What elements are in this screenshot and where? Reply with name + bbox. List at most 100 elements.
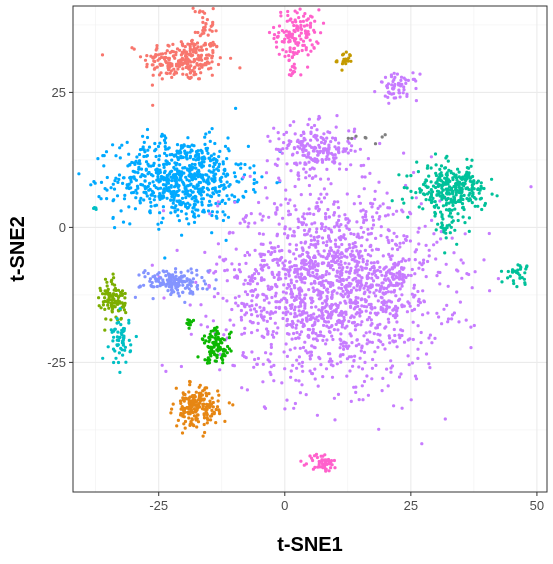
scatter-point — [387, 305, 391, 309]
scatter-point — [360, 175, 364, 179]
scatter-point — [206, 418, 210, 422]
scatter-point — [287, 209, 291, 213]
scatter-point — [244, 215, 248, 219]
scatter-point — [149, 173, 153, 177]
scatter-point — [316, 41, 320, 45]
scatter-point — [237, 294, 241, 298]
scatter-point — [341, 53, 345, 57]
scatter-point — [419, 330, 423, 335]
scatter-point — [96, 157, 100, 161]
scatter-point — [441, 194, 445, 198]
scatter-point — [320, 301, 325, 305]
scatter-point — [329, 466, 333, 470]
scatter-point — [313, 221, 317, 225]
scatter-point — [457, 170, 461, 174]
scatter-point — [416, 324, 420, 328]
scatter-point — [176, 193, 180, 198]
scatter-point — [216, 291, 220, 296]
scatter-point — [164, 136, 168, 140]
scatter-point — [317, 281, 321, 286]
scatter-point — [370, 285, 374, 289]
scatter-point — [302, 322, 306, 326]
scatter-point — [400, 293, 404, 297]
scatter-point — [191, 157, 196, 161]
scatter-point — [447, 214, 451, 218]
scatter-point — [250, 350, 254, 354]
scatter-point — [315, 201, 319, 205]
scatter-point — [252, 272, 256, 276]
scatter-point — [188, 164, 192, 168]
scatter-point — [307, 117, 311, 121]
scatter-point — [364, 215, 368, 219]
scatter-point — [203, 142, 207, 146]
scatter-point — [408, 239, 412, 243]
scatter-point — [309, 317, 313, 321]
scatter-point — [204, 22, 208, 26]
scatter-point — [285, 398, 289, 402]
scatter-point — [379, 234, 383, 238]
scatter-point — [322, 285, 326, 290]
scatter-point — [438, 167, 442, 171]
scatter-point — [204, 47, 209, 51]
scatter-point — [384, 273, 388, 277]
scatter-point — [234, 106, 238, 110]
scatter-point — [295, 358, 299, 362]
scatter-point — [299, 272, 303, 276]
scatter-point — [488, 289, 492, 293]
scatter-point — [315, 288, 319, 292]
scatter-point — [372, 291, 376, 295]
scatter-point — [339, 260, 343, 264]
scatter-point — [365, 259, 369, 263]
scatter-point — [221, 210, 225, 214]
scatter-point — [130, 191, 134, 195]
scatter-point — [160, 132, 164, 136]
scatter-point — [337, 245, 341, 249]
scatter-point — [464, 318, 468, 322]
scatter-point — [389, 257, 393, 261]
scatter-point — [179, 174, 183, 178]
scatter-point — [301, 215, 305, 219]
scatter-point — [378, 288, 382, 292]
scatter-point — [141, 145, 145, 149]
scatter-point — [450, 208, 454, 212]
scatter-point — [332, 328, 336, 332]
scatter-point — [373, 197, 377, 201]
scatter-point — [200, 200, 204, 204]
scatter-point — [205, 361, 210, 365]
scatter-point — [417, 205, 421, 209]
scatter-point — [171, 54, 175, 58]
scatter-point — [185, 178, 189, 182]
scatter-point — [379, 340, 383, 344]
scatter-point — [197, 63, 201, 67]
scatter-point — [211, 22, 215, 26]
scatter-point — [166, 66, 170, 70]
scatter-point — [363, 248, 367, 252]
scatter-point — [198, 163, 202, 167]
scatter-point — [387, 229, 391, 233]
scatter-point — [298, 20, 303, 24]
scatter-point — [228, 318, 232, 322]
scatter-point — [122, 336, 126, 340]
scatter-point — [332, 309, 336, 313]
scatter-point — [259, 313, 263, 317]
scatter-point — [183, 45, 187, 49]
scatter-point — [390, 247, 394, 251]
scatter-point — [204, 173, 208, 177]
scatter-point — [468, 179, 472, 183]
scatter-point — [253, 288, 257, 292]
scatter-point — [346, 290, 350, 295]
scatter-point — [312, 28, 316, 32]
scatter-point — [225, 268, 229, 272]
scatter-point — [160, 77, 164, 81]
scatter-point — [347, 319, 351, 323]
scatter-point — [127, 318, 131, 322]
scatter-point — [197, 402, 201, 406]
scatter-point — [365, 277, 369, 281]
scatter-point — [388, 312, 392, 316]
scatter-point — [206, 356, 210, 360]
scatter-point — [272, 275, 276, 279]
scatter-point — [433, 336, 437, 340]
scatter-point — [112, 187, 117, 191]
scatter-point — [340, 242, 344, 247]
scatter-point — [261, 214, 265, 218]
